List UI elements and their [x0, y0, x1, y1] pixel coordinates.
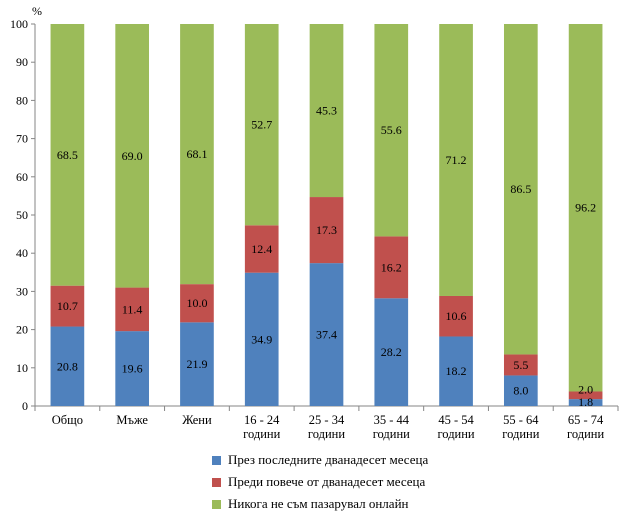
data-label: 69.0 — [122, 149, 143, 163]
data-label: 5.5 — [513, 358, 528, 372]
bar-segment — [244, 24, 279, 226]
bar-segment — [374, 236, 409, 299]
x-category-label: 55 - 64 — [503, 413, 539, 427]
bar-segment — [568, 24, 603, 392]
x-category-label: 16 - 24 — [244, 413, 280, 427]
x-category-label: 65 - 74 — [568, 413, 604, 427]
data-label: 34.9 — [251, 332, 272, 346]
data-label: 71.2 — [446, 153, 467, 167]
legend-swatch — [212, 477, 221, 487]
x-category-label: години — [373, 427, 410, 441]
data-label: 55.6 — [381, 123, 402, 137]
bar-segment — [115, 24, 150, 288]
data-label: 17.3 — [316, 223, 337, 237]
y-tick-label: 60 — [16, 170, 28, 184]
x-category-label: Мъже — [116, 413, 148, 427]
data-label: 18.2 — [446, 364, 467, 378]
bar-segment — [244, 272, 279, 406]
y-tick-label: 10 — [16, 361, 28, 375]
x-category-label: години — [437, 427, 474, 441]
y-tick-label: 90 — [16, 55, 28, 69]
data-label: 1.8 — [578, 395, 593, 409]
data-label: 2.0 — [578, 382, 593, 396]
data-label: 8.0 — [513, 384, 528, 398]
y-tick-label: 70 — [16, 132, 28, 146]
y-tick-label: 30 — [16, 284, 28, 298]
y-tick-label: 20 — [16, 323, 28, 337]
bar-segment — [503, 24, 538, 355]
x-category-label: 45 - 54 — [438, 413, 474, 427]
data-label: 10.0 — [186, 296, 207, 310]
data-label: 21.9 — [186, 357, 207, 371]
y-tick-label: 100 — [10, 17, 28, 31]
bar-segment — [244, 225, 279, 273]
y-tick-label: 80 — [16, 93, 28, 107]
bar-segment — [115, 287, 150, 332]
x-category-label: години — [502, 427, 539, 441]
data-label: 96.2 — [575, 201, 596, 215]
bar-segment — [439, 24, 473, 296]
x-category-label: години — [567, 427, 604, 441]
data-label: 10.7 — [57, 299, 78, 313]
bar-segment — [568, 399, 603, 406]
bar-segment — [180, 24, 214, 285]
bar-segment — [503, 375, 538, 406]
y-tick-label: 50 — [16, 208, 28, 222]
legend-item: Преди повече от дванадесет месеца — [212, 471, 428, 493]
legend-item: През последните дванадесет месеца — [212, 449, 428, 471]
data-label: 37.4 — [316, 328, 337, 342]
bar-segment — [50, 285, 85, 327]
legend-label: Никога не съм пазарувал онлайн — [228, 496, 409, 511]
y-tick-label: 40 — [16, 246, 28, 260]
bar-segment — [309, 263, 344, 406]
data-label: 16.2 — [381, 260, 402, 274]
bar-segment — [180, 322, 214, 406]
bar-segment — [439, 295, 473, 337]
x-category-label: Общо — [52, 413, 83, 427]
bar-segment — [568, 391, 603, 400]
x-category-label: 35 - 44 — [374, 413, 410, 427]
chart-legend: През последните дванадесет месеца Преди п… — [212, 449, 428, 515]
bar-segment — [50, 326, 85, 406]
bar-segment — [180, 284, 214, 323]
x-category-label: години — [308, 427, 345, 441]
bar-segment — [115, 331, 150, 406]
data-label: 10.6 — [446, 309, 467, 323]
data-label: 68.5 — [57, 148, 78, 162]
data-label: 68.1 — [186, 147, 207, 161]
legend-item: Никога не съм пазарувал онлайн — [212, 493, 428, 515]
legend-swatch — [212, 455, 221, 465]
data-label: 28.2 — [381, 345, 402, 359]
bar-segment — [309, 24, 344, 198]
data-label: 20.8 — [57, 359, 78, 373]
data-label: 45.3 — [316, 104, 337, 118]
bar-segment — [503, 354, 538, 376]
x-category-label: години — [243, 427, 280, 441]
data-label: 19.6 — [122, 362, 143, 376]
bar-segment — [374, 24, 409, 237]
x-category-label: 25 - 34 — [309, 413, 345, 427]
data-label: 12.4 — [251, 242, 272, 256]
bar-segment — [439, 336, 473, 406]
data-label: 52.7 — [251, 118, 272, 132]
y-tick-label: 0 — [22, 399, 28, 413]
x-category-label: Жени — [182, 413, 212, 427]
legend-label: Преди повече от дванадесет месеца — [228, 474, 426, 489]
bar-segment — [309, 197, 344, 264]
legend-label: През последните дванадесет месеца — [228, 452, 429, 467]
bar-segment — [50, 24, 85, 286]
y-unit-label: % — [32, 4, 42, 18]
data-label: 86.5 — [510, 182, 531, 196]
bar-segment — [374, 298, 409, 406]
data-label: 11.4 — [122, 302, 143, 316]
legend-swatch — [212, 499, 221, 509]
